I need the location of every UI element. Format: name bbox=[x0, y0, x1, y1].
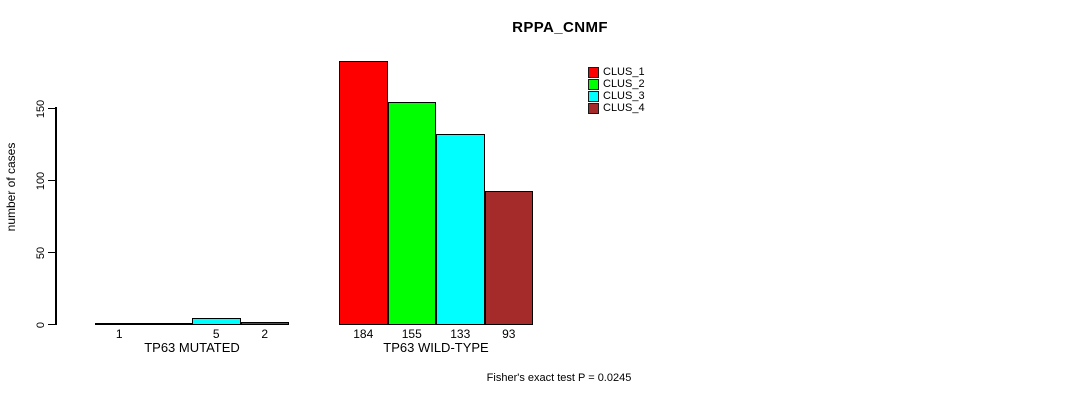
y-tick-label: 100 bbox=[35, 171, 47, 190]
group-label: TP63 MUTATED bbox=[144, 340, 240, 355]
legend-label: CLUS_2 bbox=[603, 78, 645, 90]
bar-value-label: 155 bbox=[401, 327, 422, 341]
y-tick-label: 0 bbox=[35, 321, 47, 328]
bar bbox=[339, 60, 388, 325]
bar-value-label: 184 bbox=[353, 327, 374, 341]
y-tick-mark bbox=[48, 107, 55, 110]
legend-item: CLUS_3 bbox=[588, 90, 645, 102]
annotation-text: Fisher's exact test P = 0.0245 bbox=[486, 372, 632, 384]
legend-swatch bbox=[588, 102, 599, 114]
y-axis-line bbox=[55, 107, 57, 325]
bar bbox=[436, 133, 485, 325]
legend-label: CLUS_1 bbox=[603, 66, 645, 78]
y-tick-mark bbox=[48, 323, 55, 325]
legend-item: CLUS_2 bbox=[588, 78, 645, 90]
y-axis-label: number of cases bbox=[4, 142, 18, 232]
legend: CLUS_1 CLUS_2 CLUS_3 CLUS_4 bbox=[588, 66, 645, 114]
legend-label: CLUS_3 bbox=[603, 90, 645, 102]
group-label: TP63 WILD-TYPE bbox=[383, 340, 489, 355]
legend-swatch bbox=[588, 90, 599, 102]
bar bbox=[192, 317, 241, 325]
y-tick-mark bbox=[48, 179, 55, 182]
bar bbox=[143, 323, 192, 325]
y-tick-label: 50 bbox=[35, 246, 47, 259]
chart-title: RPPA_CNMF bbox=[512, 19, 608, 36]
bar-value-label: 1 bbox=[115, 327, 123, 341]
bar-value-label: 5 bbox=[212, 327, 220, 341]
legend-label: CLUS_4 bbox=[603, 102, 645, 114]
legend-swatch bbox=[588, 66, 599, 78]
bar bbox=[240, 321, 289, 325]
bar-value-label: 93 bbox=[502, 327, 516, 341]
legend-swatch bbox=[588, 78, 599, 90]
bar-value-label: 2 bbox=[261, 327, 269, 341]
bar bbox=[484, 190, 533, 325]
bar-value-label: 133 bbox=[450, 327, 471, 341]
bar bbox=[95, 322, 144, 325]
y-tick-label: 150 bbox=[35, 99, 47, 119]
y-tick-mark bbox=[48, 251, 55, 254]
legend-item: CLUS_4 bbox=[588, 102, 645, 114]
bar bbox=[387, 101, 436, 325]
legend-item: CLUS_1 bbox=[588, 66, 645, 78]
